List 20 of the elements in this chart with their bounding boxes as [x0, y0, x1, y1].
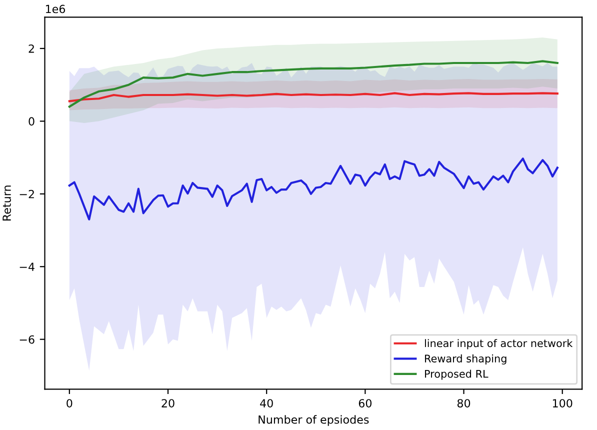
legend-label: Proposed RL [425, 370, 488, 380]
legend-label: linear input of actor network [424, 339, 573, 350]
y-tick-label: 2 [28, 44, 34, 53]
y-tick-label: 0 [28, 117, 34, 126]
line-series [68, 158, 558, 220]
line-series [68, 60, 558, 108]
x-tick-label: 60 [358, 399, 372, 408]
x-tick-label: 40 [260, 399, 273, 408]
y-tick-label: −6 [20, 335, 34, 344]
y-tick-label: −4 [20, 262, 34, 271]
y-tick-label: −2 [20, 190, 34, 198]
x-tick-label: 100 [552, 399, 572, 408]
x-tick-label: 0 [66, 399, 72, 408]
line-series [68, 92, 558, 102]
x-tick-label: 20 [162, 399, 174, 408]
x-axis-title: Number of epsiodes [258, 415, 369, 426]
y-axis-title: Return [2, 186, 11, 221]
x-tick-label: 80 [457, 399, 470, 408]
legend-label: Reward shaping [425, 354, 506, 364]
text: 1e6 [46, 4, 66, 14]
